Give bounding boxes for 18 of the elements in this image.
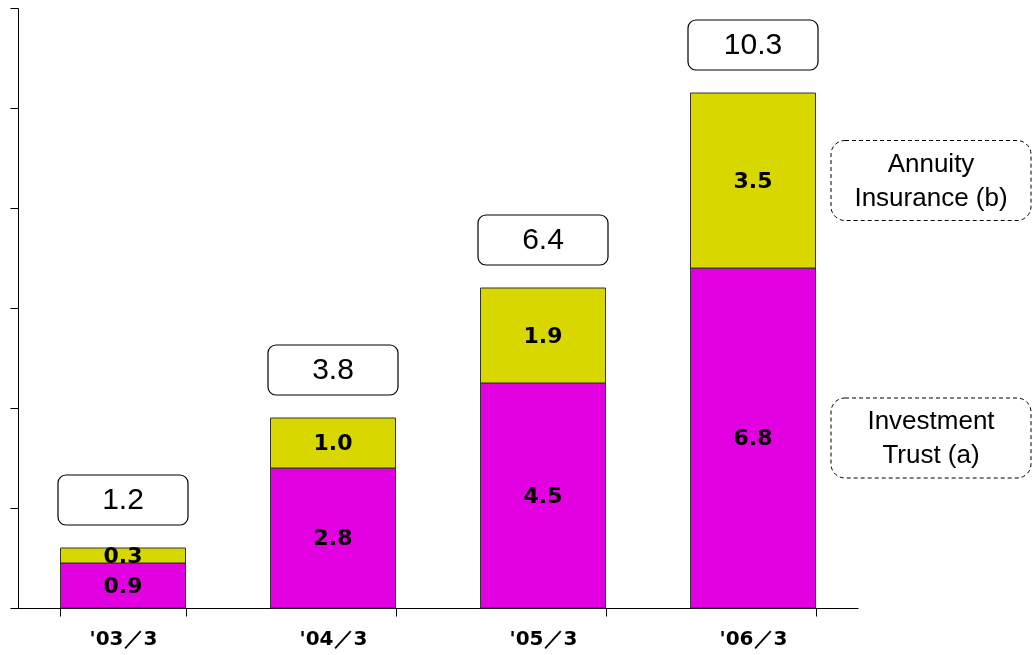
x-tick-label: '04／3 — [299, 625, 368, 650]
x-tick-label: '06／3 — [719, 625, 788, 650]
total-label: 10.3 — [723, 27, 783, 60]
data-label: 0.3 — [103, 542, 143, 568]
data-label: 2.8 — [313, 525, 353, 550]
data-label: 4.5 — [523, 482, 563, 508]
series-label: Investment Trust (a) — [867, 405, 996, 469]
data-label: 3.5 — [733, 167, 773, 193]
x-tick-label: '05／3 — [509, 625, 578, 650]
data-label: 6.8 — [733, 425, 773, 450]
total-label: 3.8 — [312, 352, 354, 385]
data-label: 0.9 — [103, 572, 143, 598]
x-tick-label: '03／3 — [89, 625, 158, 650]
series-label: Annuity Insurance (b) — [854, 147, 1008, 212]
data-label: 1.9 — [523, 322, 563, 348]
total-label: 1.2 — [102, 482, 144, 515]
data-label: 1.0 — [313, 430, 353, 455]
total-label: 6.4 — [522, 222, 564, 255]
